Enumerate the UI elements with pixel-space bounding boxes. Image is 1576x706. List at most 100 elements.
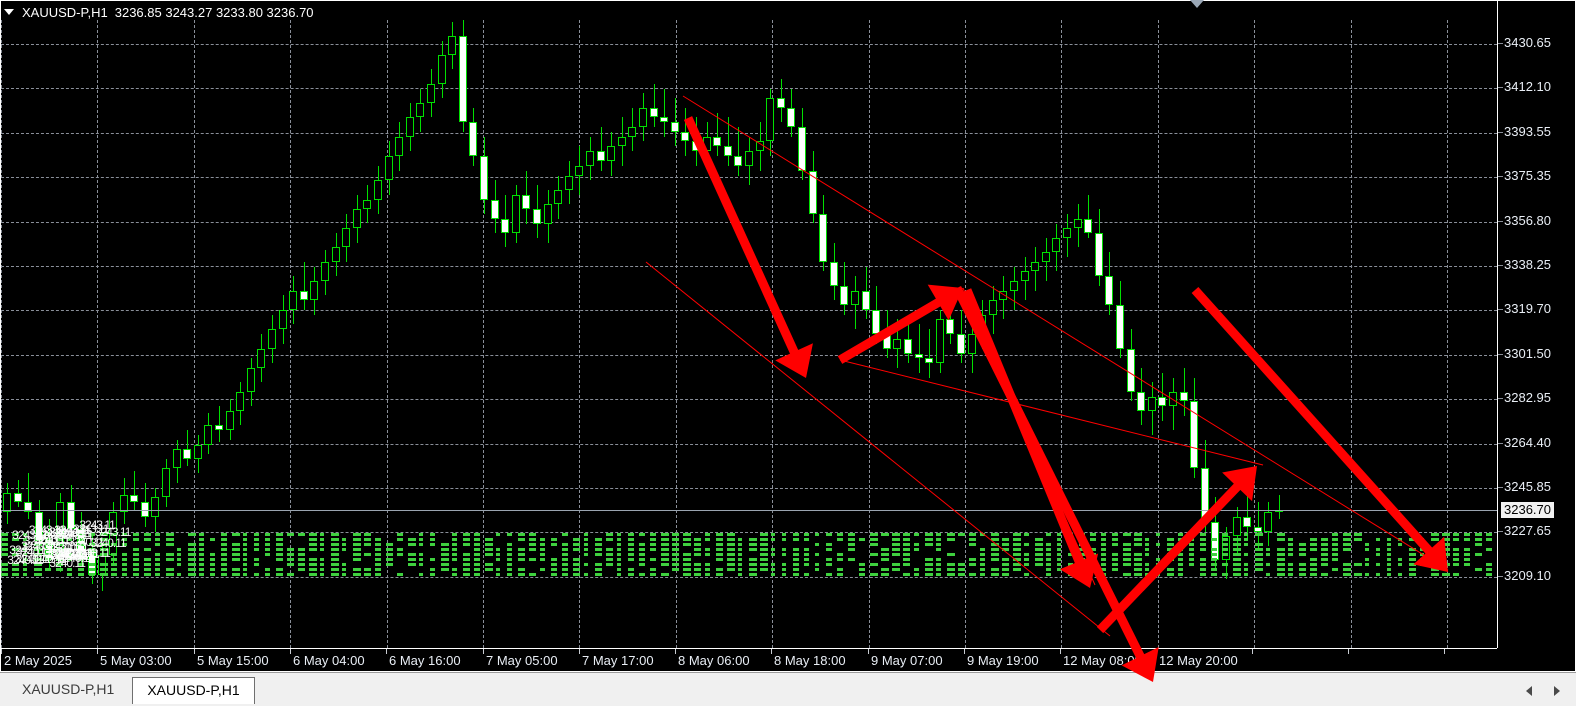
time-scale-label: 8 May 18:00 xyxy=(774,653,846,668)
candlestick xyxy=(586,20,594,648)
candlestick xyxy=(321,20,329,648)
candlestick xyxy=(77,20,86,648)
candlestick xyxy=(808,20,817,648)
candle-wick xyxy=(187,430,189,467)
scroll-left-button[interactable] xyxy=(1524,683,1538,697)
candlestick xyxy=(639,20,647,648)
candlestick xyxy=(87,20,96,648)
candlestick xyxy=(1084,20,1093,648)
candle-body xyxy=(395,136,404,157)
candlestick xyxy=(713,20,722,648)
candlestick xyxy=(660,20,669,648)
time-tick xyxy=(483,649,484,654)
candle-body xyxy=(140,502,149,517)
candlestick xyxy=(162,20,170,648)
candle-wick xyxy=(134,470,136,510)
price-level-segment xyxy=(1376,563,1380,566)
price-level-segment xyxy=(1420,563,1424,566)
price-level-segment xyxy=(1431,558,1439,561)
candlestick xyxy=(458,20,467,648)
candlestick xyxy=(1126,20,1135,648)
candle-body xyxy=(1020,271,1029,281)
candlestick xyxy=(1275,20,1283,648)
scroll-right-button[interactable] xyxy=(1550,683,1564,697)
candlestick xyxy=(501,20,510,648)
candle-body xyxy=(257,348,266,368)
chevron-down-icon[interactable] xyxy=(4,9,14,15)
price-level-segment xyxy=(1288,553,1293,556)
candlestick xyxy=(310,20,319,648)
price-level-segment xyxy=(1343,538,1351,541)
candle-body xyxy=(87,550,96,575)
time-tick xyxy=(1060,649,1061,654)
price-level-segment xyxy=(1288,548,1293,551)
candle-body xyxy=(204,425,213,445)
candle-body xyxy=(352,209,361,229)
chart-tab[interactable]: XAUUSD-P,H1 xyxy=(132,677,255,704)
candle-body xyxy=(236,391,245,412)
candle-body xyxy=(543,204,552,224)
candlestick xyxy=(352,20,361,648)
candle-body xyxy=(808,170,817,214)
price-level-segment xyxy=(1398,563,1402,566)
price-level-segment xyxy=(1310,563,1317,566)
candlestick xyxy=(628,20,637,648)
price-level-segment xyxy=(1464,563,1470,566)
candlestick xyxy=(904,20,912,648)
chart-tab[interactable]: XAUUSD-P,H1 xyxy=(8,677,129,702)
price-level-segment xyxy=(1431,533,1439,536)
candlestick xyxy=(893,20,902,648)
chart-canvas[interactable]: XAUUSD-P,H1 3236.85 3243.27 3233.80 3236… xyxy=(0,0,1576,672)
candle-body xyxy=(278,309,287,330)
candle-body xyxy=(1031,261,1040,272)
candle-body xyxy=(978,314,987,335)
candlestick xyxy=(480,20,488,648)
candle-body xyxy=(607,146,616,161)
candle-body xyxy=(564,175,573,190)
price-scale-label: 3319.70 xyxy=(1504,301,1551,317)
candlestick xyxy=(617,20,626,648)
price-tick xyxy=(1498,442,1503,444)
candle-body xyxy=(374,180,382,200)
candlestick xyxy=(1169,20,1177,648)
candlestick xyxy=(1147,20,1156,648)
candle-body xyxy=(130,494,139,503)
candlestick xyxy=(1116,20,1124,648)
candle-body xyxy=(1063,228,1071,238)
price-level-segment xyxy=(1321,553,1328,556)
price-level-segment xyxy=(1409,538,1416,541)
candle-wick xyxy=(219,406,220,443)
candle-body xyxy=(24,502,33,513)
candlestick xyxy=(596,20,605,648)
time-tick xyxy=(771,649,772,654)
candle-body xyxy=(533,209,541,224)
chart-plot-area[interactable]: 3243.11 3240.11 3243.11 3240.11 3243.11 3240.… xyxy=(1,20,1497,648)
triangle-left-icon xyxy=(1526,686,1532,696)
candle-body xyxy=(246,367,255,392)
time-scale-label: 8 May 06:00 xyxy=(678,653,750,668)
candle-body xyxy=(1253,526,1262,532)
candlestick xyxy=(861,20,870,648)
time-tick xyxy=(1,649,2,654)
time-scale[interactable]: 2 May 2025 5 May 03:00 5 May 15:00 6 May 04… xyxy=(1,648,1497,671)
candle-body xyxy=(692,141,700,152)
candle-body xyxy=(45,541,54,561)
candlestick xyxy=(183,20,192,648)
candlestick xyxy=(914,20,923,648)
candlestick xyxy=(119,20,128,648)
candlestick xyxy=(554,20,563,648)
candlestick xyxy=(1211,20,1220,648)
price-level-segment xyxy=(1464,548,1470,551)
candlestick xyxy=(543,20,552,648)
candlestick xyxy=(427,20,435,648)
price-level-segment xyxy=(1332,543,1338,546)
candle-body xyxy=(501,218,510,234)
price-scale[interactable]: 3430.65 3412.10 3393.55 3375.35 3356.80 3338.… xyxy=(1497,1,1575,648)
candlestick xyxy=(1031,20,1040,648)
price-tick xyxy=(1498,398,1503,400)
candle-wick xyxy=(664,88,666,137)
candle-wick xyxy=(600,126,602,171)
price-scale-label: 3245.85 xyxy=(1504,479,1551,494)
candlestick xyxy=(872,20,881,648)
